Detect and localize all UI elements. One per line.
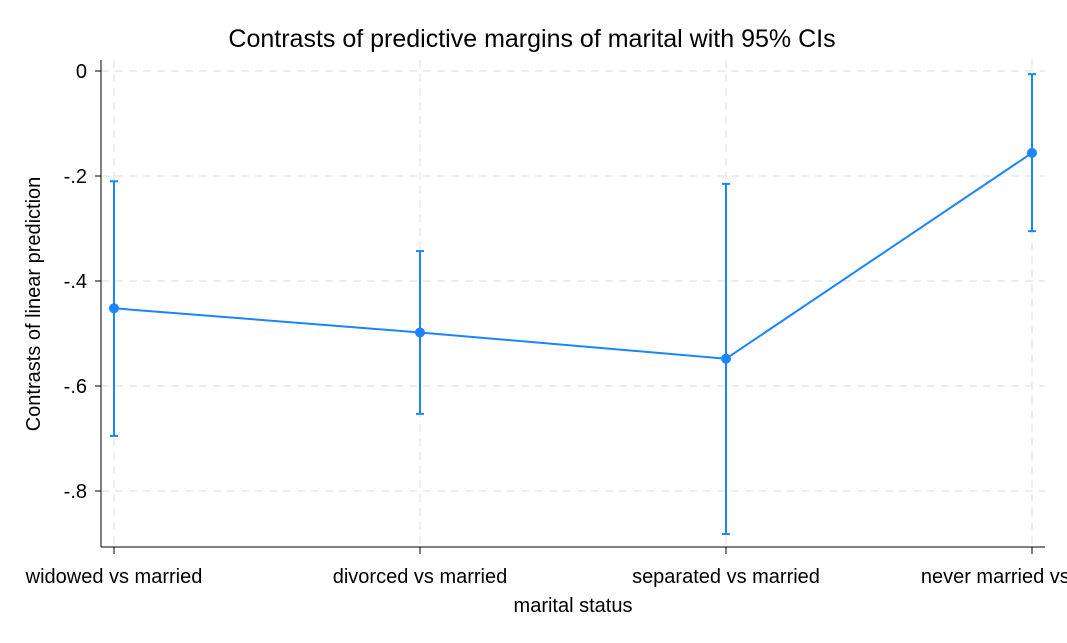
axes: [100, 60, 1045, 548]
y-tick-label: -.6: [64, 376, 87, 398]
data-point: [415, 327, 425, 338]
y-axis-label: Contrasts of linear prediction: [23, 177, 45, 432]
chart-title: Contrasts of predictive margins of marit…: [228, 25, 835, 53]
x-tick-label: never married vs married: [921, 566, 1067, 588]
y-tick-label: 0: [76, 61, 87, 83]
x-tick-label: widowed vs married: [25, 566, 203, 588]
x-tick-label: divorced vs married: [333, 566, 508, 588]
data-point: [109, 303, 119, 314]
y-tick-label: -.4: [64, 271, 87, 293]
data-point: [1027, 147, 1037, 158]
x-ticks: widowed vs married divorced vs married sep…: [25, 547, 1067, 588]
data-point: [721, 353, 731, 364]
y-tick-label: -.2: [64, 166, 87, 188]
y-ticks: 0 -.2 -.4 -.6 -.8: [64, 61, 101, 503]
series-line: [113, 152, 1033, 360]
x-axis-label: marital status: [514, 595, 633, 617]
y-tick-label: -.8: [64, 481, 87, 503]
x-tick-label: separated vs married: [632, 566, 820, 588]
series: [109, 147, 1037, 364]
